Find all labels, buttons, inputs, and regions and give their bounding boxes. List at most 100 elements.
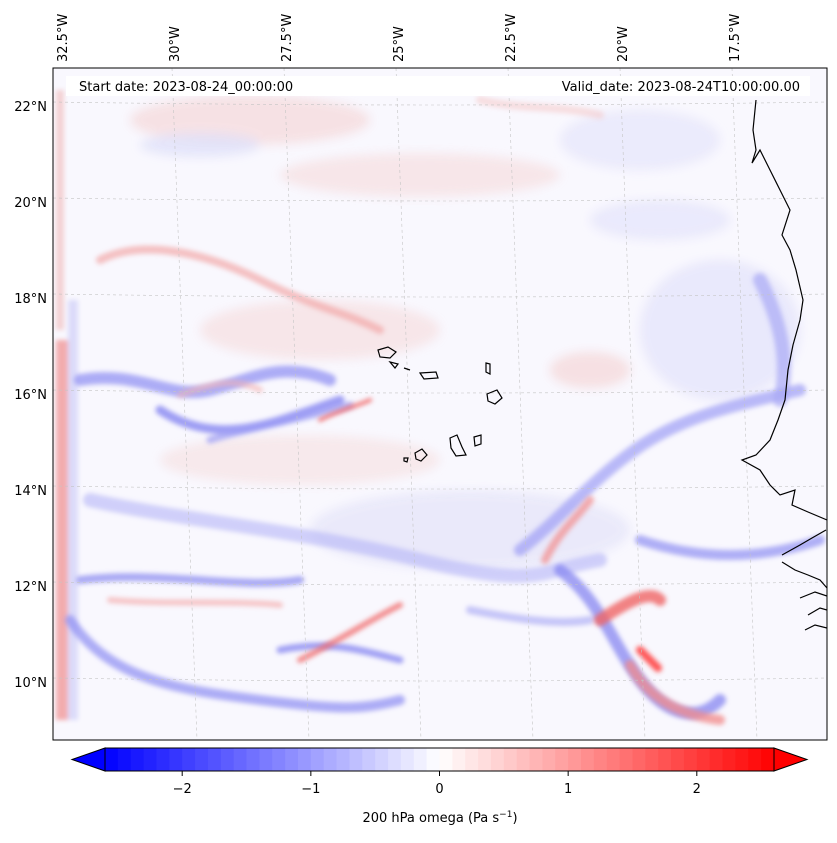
colorbar-cell — [490, 748, 505, 771]
latitude-label: 20°N — [14, 196, 47, 211]
colorbar-cell — [761, 748, 775, 771]
colorbar-tick-label: 0 — [435, 782, 443, 797]
meridian-line — [283, 68, 310, 740]
colorbar-cell — [297, 748, 312, 771]
colorbar-cell — [568, 748, 582, 771]
colorbar-cell — [735, 748, 749, 771]
longitude-label: 27.5°W — [280, 14, 295, 62]
colorbar-cell — [555, 748, 569, 771]
map-panel: Start date: 2023-08-24_00:00:00 Valid_da… — [52, 67, 828, 741]
parallel-line — [53, 293, 827, 298]
latitude-label: 16°N — [14, 388, 47, 403]
valid-date-label: Valid_date: 2023-08-24T10:00:00.00 — [562, 80, 800, 95]
colorbar-cell — [581, 748, 595, 771]
colorbar-cell — [246, 748, 260, 771]
longitude-label: 30°W — [168, 26, 183, 62]
colorbar-cell — [542, 748, 556, 771]
colorbar-tick-label: −2 — [173, 782, 192, 797]
colorbar-label: 200 hPa omega (Pa s−1) — [362, 810, 517, 826]
colorbar-cell — [220, 748, 235, 771]
colorbar-cell — [105, 748, 119, 771]
colorbar-cell — [130, 748, 145, 771]
map-frame — [52, 67, 828, 741]
parallel-line — [53, 197, 827, 202]
meridian-line — [395, 68, 422, 740]
colorbar-cell — [233, 748, 248, 771]
colorbar-cell — [362, 748, 376, 771]
gridlines — [53, 68, 827, 740]
colorbar-cell — [156, 748, 170, 771]
colorbar-cell — [619, 748, 633, 771]
colorbar-cell — [593, 748, 608, 771]
colorbar-cell — [439, 748, 453, 771]
longitude-labels: 32.5°W 30°W 27.5°W 25°W 22.5°W 20°W 17.5°W — [56, 14, 743, 62]
longitude-label: 17.5°W — [728, 14, 743, 62]
meridian-line — [171, 68, 198, 740]
colorbar-cell — [169, 748, 183, 771]
parallel-line — [53, 581, 827, 586]
colorbar-cell — [310, 748, 325, 771]
latitude-label: 10°N — [14, 676, 47, 691]
colorbar-cell — [709, 748, 724, 771]
meridian-line — [731, 68, 758, 740]
colorbar-cell — [413, 748, 428, 771]
longitude-label: 22.5°W — [504, 14, 519, 62]
latitude-labels: 22°N 20°N 18°N 16°N 14°N 12°N 10°N — [14, 100, 47, 691]
colorbar-cell — [272, 748, 286, 771]
colorbar-cell — [388, 748, 402, 771]
latitude-label: 22°N — [14, 100, 47, 115]
colorbar-tick-label: −1 — [301, 782, 320, 797]
colorbar-cell — [645, 748, 659, 771]
latitude-label: 18°N — [14, 292, 47, 307]
colorbar-cell — [400, 748, 415, 771]
colorbar-cell — [696, 748, 711, 771]
colorbar-cell — [117, 748, 132, 771]
colorbar-cell — [465, 748, 479, 771]
date-banner — [66, 76, 810, 96]
colorbar-ticks: −2 −1 0 1 2 — [173, 771, 701, 797]
parallel-line — [53, 485, 827, 490]
colorbar-cell — [529, 748, 543, 771]
colorbar-cell — [452, 748, 466, 771]
colorbar: −2 −1 0 1 2 200 hPa omega (Pa s−1) — [70, 747, 809, 826]
parallel-line — [53, 389, 827, 394]
parallel-line — [53, 101, 827, 106]
cape-verde-islands — [377, 346, 503, 463]
colorbar-tick-label: 1 — [564, 782, 572, 797]
colorbar-cell — [195, 748, 209, 771]
colorbar-cell — [323, 748, 338, 771]
latitude-label: 14°N — [14, 484, 47, 499]
meridian-line — [507, 68, 534, 740]
longitude-label: 32.5°W — [56, 14, 71, 62]
colorbar-cell — [426, 748, 440, 771]
parallel-line — [53, 677, 827, 682]
longitude-label: 25°W — [392, 26, 407, 62]
colorbar-cell — [285, 748, 299, 771]
colorbar-low-extend — [70, 747, 106, 772]
colorbar-cell — [375, 748, 389, 771]
colorbar-cell — [748, 748, 762, 771]
colorbar-cell — [182, 748, 196, 771]
colorbar-cell — [658, 748, 672, 771]
start-date-label: Start date: 2023-08-24_00:00:00 — [79, 80, 293, 95]
colorbar-cell — [259, 748, 273, 771]
colorbar-cell — [478, 748, 492, 771]
colorbar-cell — [516, 748, 531, 771]
colorbar-cells — [105, 748, 775, 771]
colorbar-cell — [683, 748, 698, 771]
latitude-label: 12°N — [14, 580, 47, 595]
colorbar-high-extend — [773, 747, 809, 772]
coastline — [740, 99, 827, 631]
meridian-line — [619, 68, 646, 740]
colorbar-cell — [207, 748, 222, 771]
colorbar-cell — [671, 748, 685, 771]
colorbar-cell — [336, 748, 350, 771]
colorbar-cell — [143, 748, 157, 771]
colorbar-cell — [606, 748, 621, 771]
omega-field — [56, 90, 825, 725]
colorbar-cell — [349, 748, 363, 771]
colorbar-cell — [503, 748, 518, 771]
colorbar-cell — [632, 748, 646, 771]
longitude-label: 20°W — [616, 26, 631, 62]
